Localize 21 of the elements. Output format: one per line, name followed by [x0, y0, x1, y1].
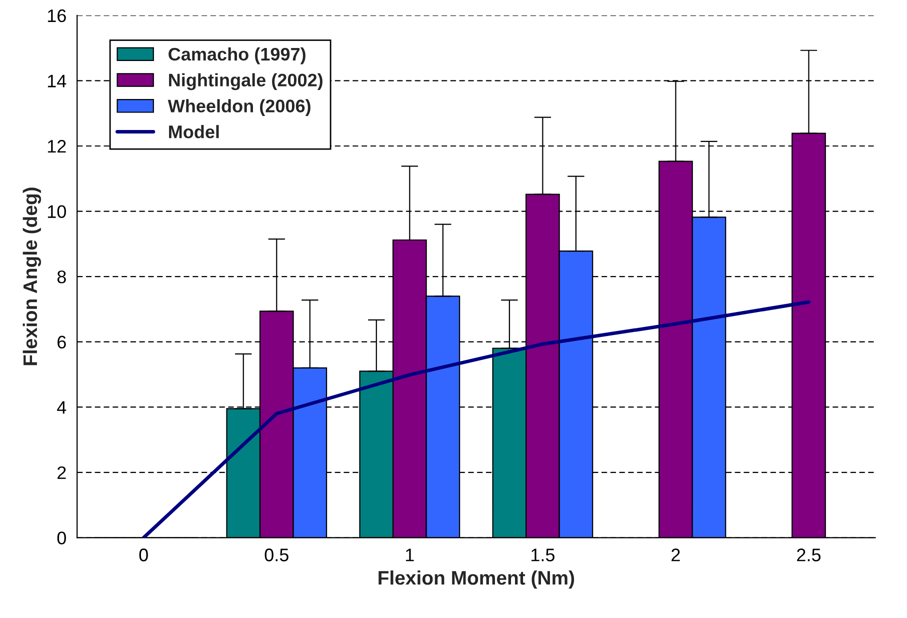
legend-label: Model [169, 125, 219, 138]
legend-label: Camacho (1997) [168, 47, 306, 64]
y-tick-label: 6 [58, 336, 66, 349]
y-tick-label: 4 [57, 401, 66, 414]
x-tick-label: 2 [672, 548, 680, 562]
y-tick-label: 8 [57, 270, 66, 284]
y-tick-label: 16 [48, 9, 66, 22]
x-tick-label: 1.5 [532, 548, 554, 562]
legend-label: Nightingale (2002) [169, 73, 322, 90]
y-tick-label: 12 [48, 140, 66, 153]
legend-label: Wheeldon (2006) [168, 99, 310, 116]
y-tick-label: 0 [57, 532, 66, 544]
x-axis-title: Flexion Moment (Nm) [378, 570, 574, 589]
x-tick-label: 1 [406, 548, 414, 562]
x-tick-label: 2.5 [797, 548, 821, 562]
y-tick-label: 10 [48, 205, 66, 218]
y-tick-label: 2 [58, 466, 66, 479]
x-tick-label: 0 [139, 548, 148, 562]
y-tick-label: 14 [48, 74, 66, 88]
x-tick-label: 0.5 [264, 548, 288, 562]
y-axis-title: Flexion Angle (deg) [22, 188, 42, 366]
